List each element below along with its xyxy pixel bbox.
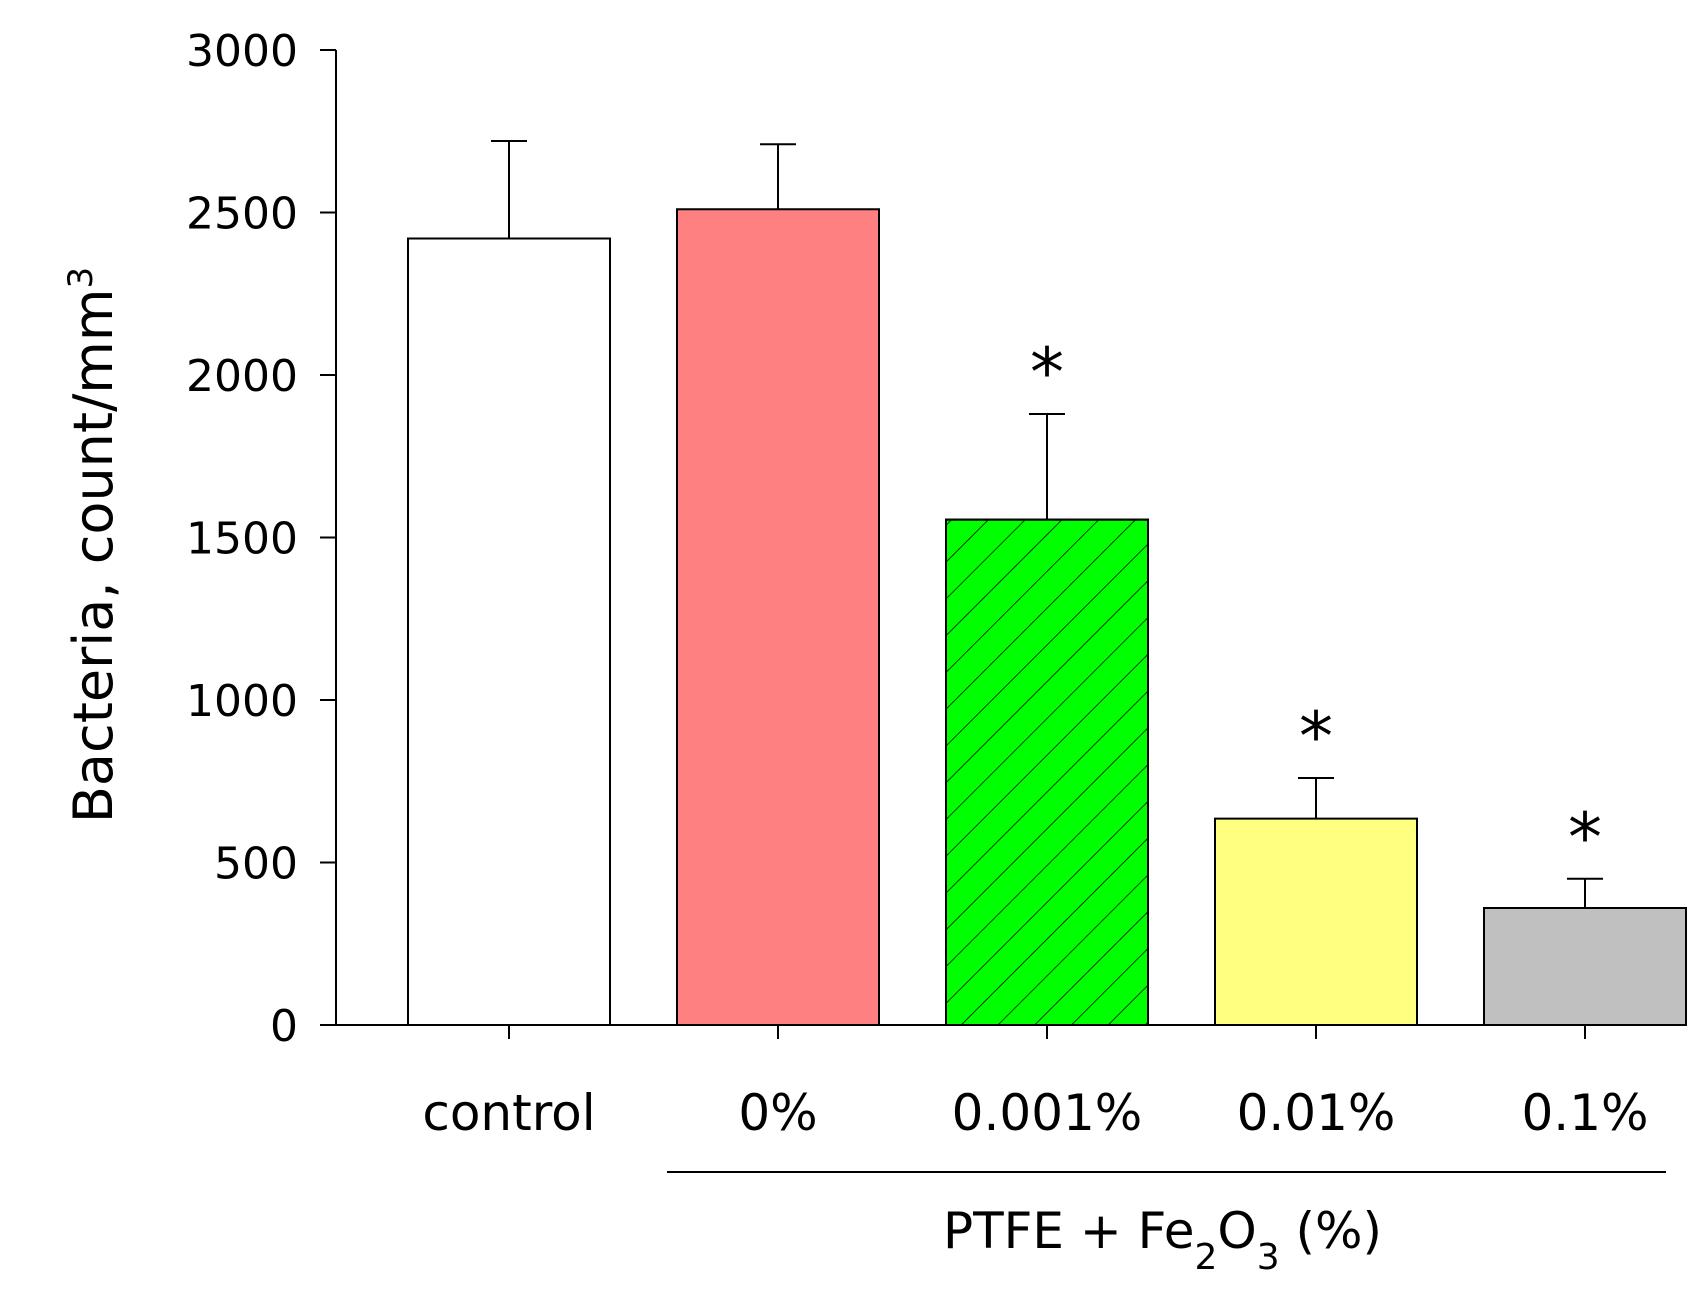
y-axis-label: Bacteria, count/mm3 <box>61 267 125 823</box>
axes <box>320 49 1686 1039</box>
y-axis-label-superscript: 3 <box>61 267 101 289</box>
category-label: control <box>422 1084 595 1142</box>
bars <box>407 208 1687 1026</box>
group-label: PTFE + Fe2O3 (%) <box>943 1202 1382 1278</box>
y-tick-label: 0 <box>270 1001 298 1052</box>
y-axis-label-main: Bacteria, count/mm <box>62 289 125 824</box>
category-label: 0.001% <box>952 1084 1143 1142</box>
group-label-sub2: 3 <box>1257 1237 1280 1278</box>
bar-hatch <box>945 518 1149 1026</box>
labels: 0 500 1000 1500 2000 2500 3000 control 0% 0.001% *… <box>186 26 1649 1142</box>
y-tick-label: 1500 <box>186 514 298 565</box>
group-label-middle: O <box>1217 1202 1256 1260</box>
y-tick-label: 3000 <box>186 26 298 77</box>
significance-marker: * <box>1030 334 1064 413</box>
bar <box>407 237 611 1026</box>
group-label-suffix: (%) <box>1280 1202 1382 1260</box>
y-tick-label: 500 <box>214 839 298 890</box>
bar <box>1483 907 1687 1026</box>
bar <box>676 208 880 1026</box>
bar <box>1214 817 1418 1026</box>
y-tick-label: 1000 <box>186 676 298 727</box>
group-label-prefix: PTFE + Fe <box>943 1202 1195 1260</box>
group-label-sub1: 2 <box>1194 1237 1217 1278</box>
category-label: 0% <box>738 1084 817 1142</box>
significance-marker: * <box>1299 698 1333 777</box>
error-bars <box>491 140 1603 908</box>
category-label: 0.01% <box>1237 1084 1396 1142</box>
category-label: 0.1% <box>1521 1084 1648 1142</box>
significance-marker: * <box>1568 799 1602 878</box>
y-tick-label: 2000 <box>186 351 298 402</box>
y-tick-label: 2500 <box>186 189 298 240</box>
